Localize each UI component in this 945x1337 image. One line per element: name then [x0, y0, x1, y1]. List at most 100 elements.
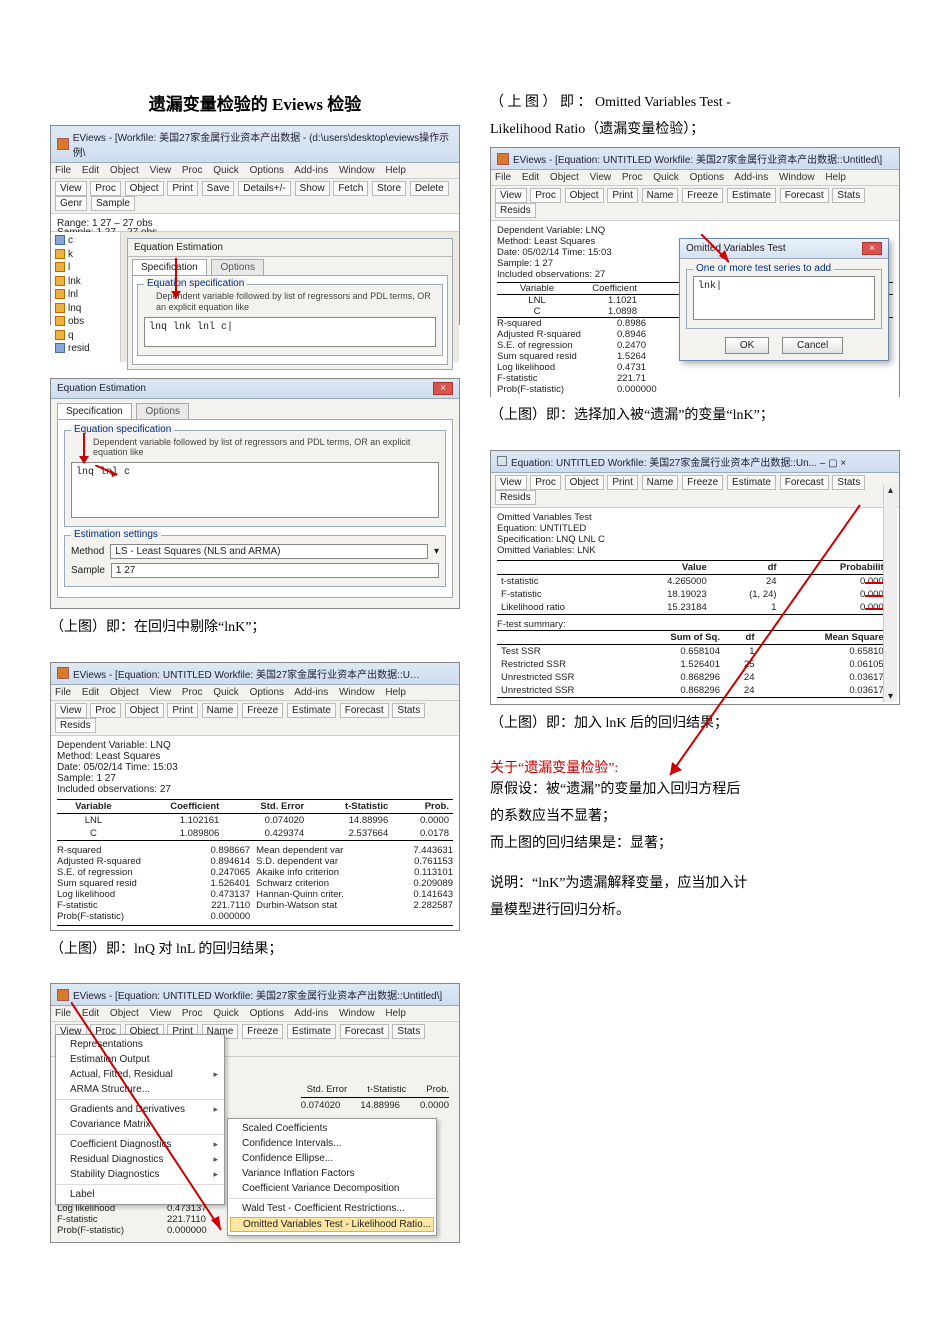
tb-btn[interactable]: Show [295, 181, 330, 196]
menu-item[interactable]: View [150, 687, 172, 698]
var-item[interactable]: k [55, 248, 116, 262]
tb-btn[interactable]: Estimate [727, 475, 776, 490]
tb-btn[interactable]: Resids [495, 203, 536, 218]
tb-btn[interactable]: Name [202, 703, 239, 718]
menu-item[interactable]: Add-ins [294, 687, 328, 698]
sample-input[interactable]: 1 27 [111, 563, 439, 578]
main-menubar[interactable]: File Edit Object View Proc Quick Options… [51, 1006, 459, 1022]
close-icon[interactable]: × [862, 242, 882, 255]
tb-btn[interactable]: Stats [392, 703, 425, 718]
menu-item[interactable]: Representations [56, 1037, 224, 1052]
var-item[interactable]: lnq [55, 302, 116, 316]
menu-item[interactable]: Add-ins [294, 1008, 328, 1019]
menu-item[interactable]: View [150, 1008, 172, 1019]
var-item[interactable]: c [55, 234, 116, 248]
tab-options[interactable]: Options [211, 259, 263, 275]
menu-item[interactable]: Edit [82, 687, 99, 698]
menu-item[interactable]: Edit [82, 1008, 99, 1019]
menu-item[interactable]: Proc [622, 172, 643, 183]
tb-btn[interactable]: Proc [530, 475, 561, 490]
tb-btn[interactable]: Forecast [340, 1024, 389, 1039]
submenu-item[interactable]: Confidence Ellipse... [228, 1151, 436, 1166]
menu-item[interactable]: Quick [213, 687, 239, 698]
tb-btn[interactable]: Resids [495, 490, 536, 505]
tb-btn[interactable]: View [55, 181, 87, 196]
submenu-item[interactable]: Wald Test - Coefficient Restrictions... [228, 1198, 436, 1216]
menu-item[interactable]: Quick [213, 165, 239, 176]
menu-item[interactable]: Help [825, 172, 846, 183]
menu-item[interactable]: Estimation Output [56, 1052, 224, 1067]
dropdown-icon[interactable]: ▾ [434, 546, 439, 557]
tb-btn[interactable]: View [495, 475, 527, 490]
tb-btn[interactable]: View [495, 188, 527, 203]
var-item[interactable]: resid [55, 342, 116, 356]
omitted-var-input[interactable]: lnk| [693, 276, 875, 320]
tb-btn[interactable]: Freeze [242, 703, 283, 718]
workfile-toolbar[interactable]: View Proc Object Print Save Details+/- S… [51, 179, 459, 214]
view-dropdown[interactable]: Representations Estimation Output Actual… [55, 1034, 225, 1205]
menu-item[interactable]: Object [110, 165, 139, 176]
equation-input[interactable]: lnq lnk lnl c| [144, 317, 436, 347]
menu-item[interactable]: Add-ins [294, 165, 328, 176]
main-menubar[interactable]: File Edit Object View Proc Quick Options… [491, 170, 899, 186]
eq-toolbar[interactable]: View Proc Object Print Name Freeze Estim… [491, 473, 899, 508]
menu-item[interactable]: Options [250, 165, 284, 176]
scroll-up-icon[interactable]: ▴ [884, 485, 897, 496]
tb-btn[interactable]: Save [202, 181, 235, 196]
var-item[interactable]: lnl [55, 288, 116, 302]
menu-item[interactable]: Object [110, 687, 139, 698]
menu-item[interactable]: Gradients and Derivatives [56, 1099, 224, 1117]
eq-toolbar[interactable]: View Proc Object Print Name Freeze Estim… [51, 701, 459, 736]
menu-item[interactable]: Add-ins [734, 172, 768, 183]
menu-item[interactable]: Quick [213, 1008, 239, 1019]
tb-btn[interactable]: Print [167, 703, 198, 718]
tb-btn[interactable]: Stats [392, 1024, 425, 1039]
tb-btn[interactable]: Name [642, 475, 679, 490]
tb-btn[interactable]: Estimate [287, 703, 336, 718]
eq-toolbar[interactable]: View Proc Object Print Name Freeze Estim… [491, 186, 899, 221]
tb-btn[interactable]: Print [607, 475, 638, 490]
main-menubar[interactable]: File Edit Object View Proc Quick Options… [51, 685, 459, 701]
ok-button[interactable]: OK [725, 337, 769, 354]
tb-btn[interactable]: Sample [91, 196, 135, 211]
close-icon[interactable]: × [433, 382, 453, 395]
tb-btn[interactable]: Estimate [727, 188, 776, 203]
menu-item[interactable]: Object [550, 172, 579, 183]
tb-btn[interactable]: Delete [410, 181, 449, 196]
tab-specification[interactable]: Specification [57, 403, 132, 419]
tb-btn[interactable]: Freeze [682, 475, 723, 490]
var-item[interactable]: l [55, 261, 116, 275]
tb-btn[interactable]: Object [565, 188, 604, 203]
menu-item[interactable]: Window [339, 165, 375, 176]
menu-item[interactable]: Residual Diagnostics [56, 1152, 224, 1167]
workfile-var-list[interactable]: c k l lnk lnl lnq obs q resid [51, 232, 121, 362]
tb-btn[interactable]: Object [125, 181, 164, 196]
menu-item-coef-diag[interactable]: Coefficient Diagnostics [56, 1134, 224, 1152]
menu-item[interactable]: Proc [182, 165, 203, 176]
menu-item[interactable]: ARMA Structure... [56, 1082, 224, 1097]
tb-btn[interactable]: Proc [90, 703, 121, 718]
menu-item[interactable]: File [55, 1008, 71, 1019]
tb-btn[interactable]: Name [642, 188, 679, 203]
tb-btn[interactable]: Proc [90, 181, 121, 196]
menu-item[interactable]: Options [250, 1008, 284, 1019]
method-select[interactable]: LS - Least Squares (NLS and ARMA) [110, 544, 428, 559]
menu-item[interactable]: Proc [182, 1008, 203, 1019]
menu-item[interactable]: File [55, 165, 71, 176]
menu-item[interactable]: Help [385, 687, 406, 698]
tb-btn[interactable]: Estimate [287, 1024, 336, 1039]
menu-item[interactable]: File [55, 687, 71, 698]
menu-item[interactable]: Quick [653, 172, 679, 183]
menu-item[interactable]: Options [690, 172, 724, 183]
submenu-item[interactable]: Variance Inflation Factors [228, 1166, 436, 1181]
menu-item[interactable]: Window [339, 687, 375, 698]
menu-item[interactable]: Help [385, 165, 406, 176]
main-menubar[interactable]: File Edit Object View Proc Quick Options… [51, 163, 459, 179]
scrollbar[interactable]: ▴ ▾ [883, 485, 897, 702]
menu-item[interactable]: File [495, 172, 511, 183]
tb-btn[interactable]: Object [125, 703, 164, 718]
tb-btn[interactable]: Freeze [682, 188, 723, 203]
menu-item[interactable]: Options [250, 687, 284, 698]
tb-btn[interactable]: Print [167, 181, 198, 196]
menu-item[interactable]: Stability Diagnostics [56, 1167, 224, 1182]
